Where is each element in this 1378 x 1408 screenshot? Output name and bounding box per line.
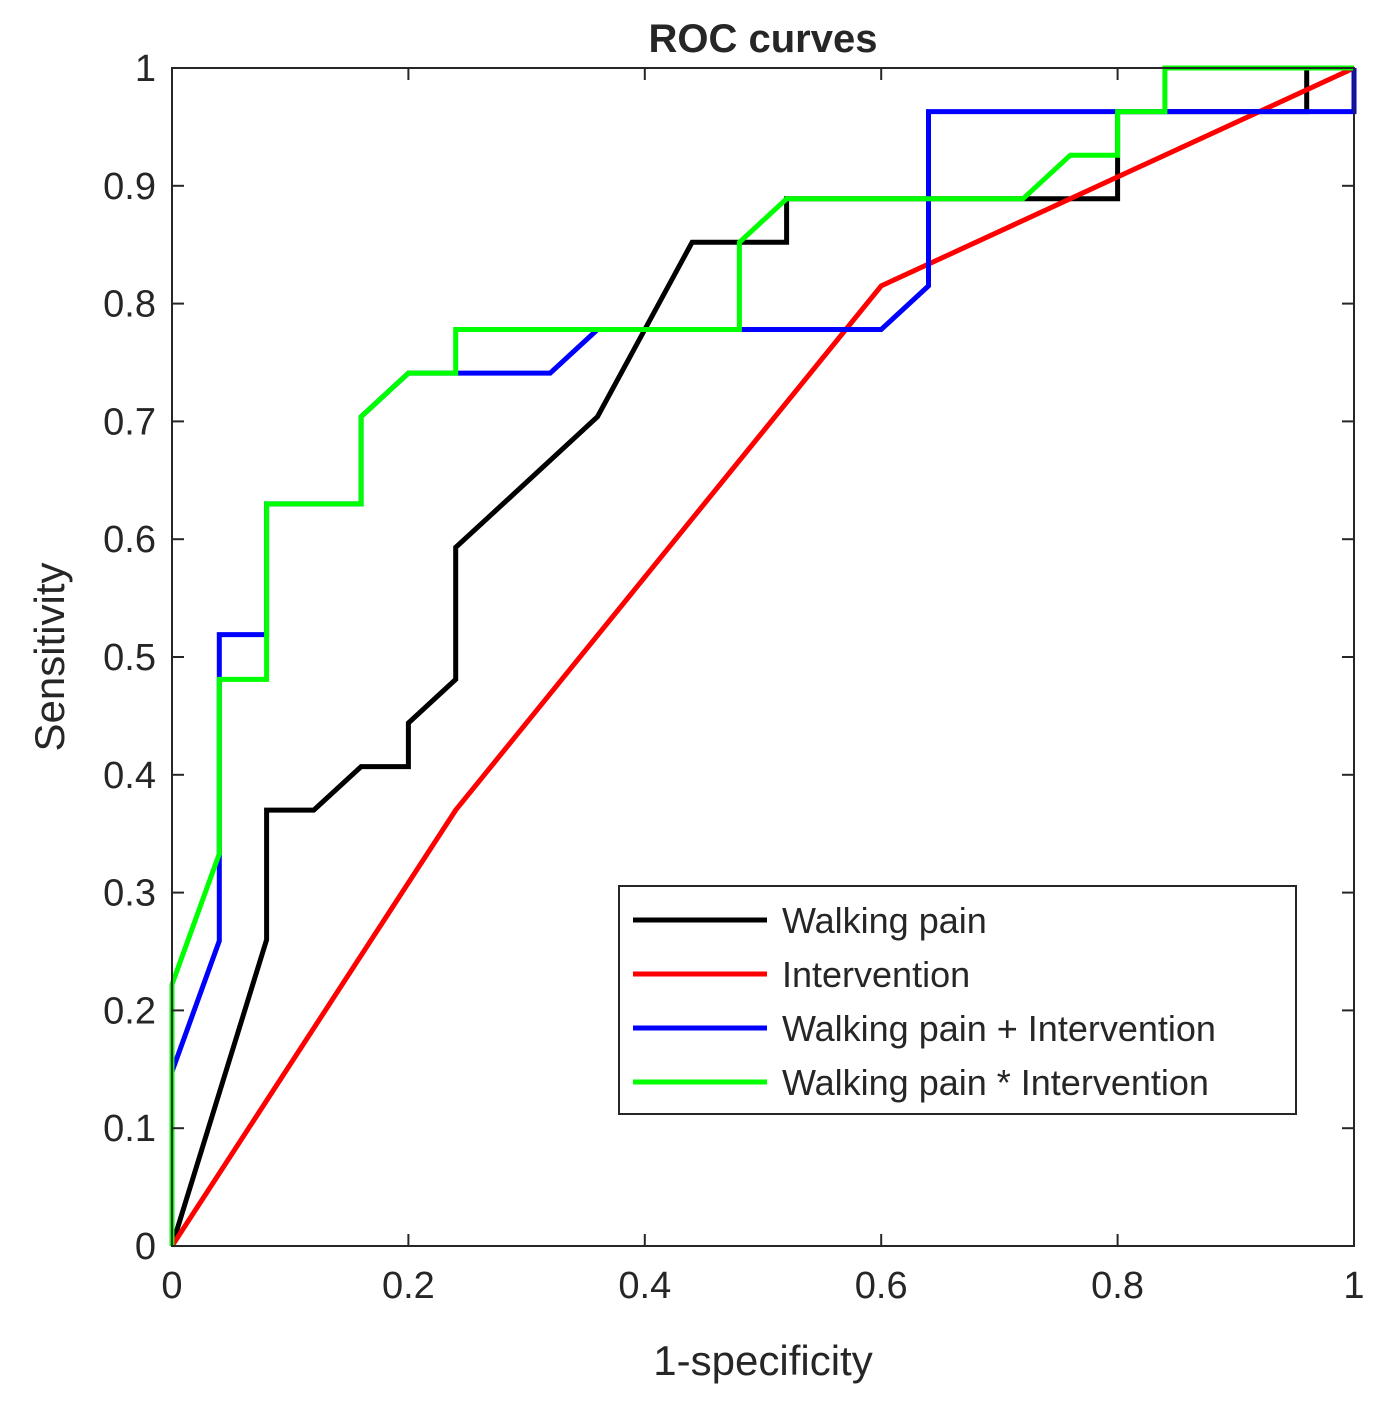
x-tick-label: 0.2 xyxy=(382,1265,435,1307)
legend: Walking pain Intervention Walking pain + I… xyxy=(618,885,1297,1115)
y-tick-label: 0.1 xyxy=(103,1108,156,1150)
y-tick-label: 0.6 xyxy=(103,519,156,561)
x-tick-label: 0.8 xyxy=(1091,1265,1144,1307)
y-tick-label: 0 xyxy=(135,1226,156,1268)
x-axis-label: 1-specificity xyxy=(653,1337,872,1384)
x-tick-label: 0.6 xyxy=(855,1265,908,1307)
x-tick-label: 1 xyxy=(1343,1265,1364,1307)
y-tick-label: 1 xyxy=(135,48,156,90)
y-tick-label: 0.5 xyxy=(103,637,156,679)
y-axis-label: Sensitivity xyxy=(26,562,73,751)
y-tick-label: 0.9 xyxy=(103,166,156,208)
y-tick-label: 0.7 xyxy=(103,401,156,443)
series-line-2 xyxy=(169,65,1356,1248)
legend-box xyxy=(618,885,1297,1115)
y-tick-label: 0.4 xyxy=(103,755,156,797)
legend-label-4: Walking pain * Intervention xyxy=(782,1062,1209,1103)
series-layer xyxy=(169,65,1357,1248)
legend-items: Walking pain Intervention Walking pain + I… xyxy=(633,900,1216,1103)
y-tick-label: 0.2 xyxy=(103,990,156,1032)
ticks-layer: 0 0.2 0.4 0.6 0.8 1 0 0.1 0.2 0.3 0.4 0.5 0.6 0.7 0.8 0… xyxy=(103,48,1364,1307)
y-tick-label: 0.3 xyxy=(103,873,156,915)
x-tick-label: 0.4 xyxy=(618,1265,671,1307)
y-tick-label: 0.8 xyxy=(103,284,156,326)
legend-label-3: Walking pain + Intervention xyxy=(782,1008,1216,1049)
chart-title: ROC curves xyxy=(649,17,878,61)
legend-label-1: Walking pain xyxy=(782,900,987,941)
x-tick-label: 0 xyxy=(161,1265,182,1307)
series-line-4 xyxy=(169,65,1354,1246)
legend-label-2: Intervention xyxy=(782,954,970,995)
